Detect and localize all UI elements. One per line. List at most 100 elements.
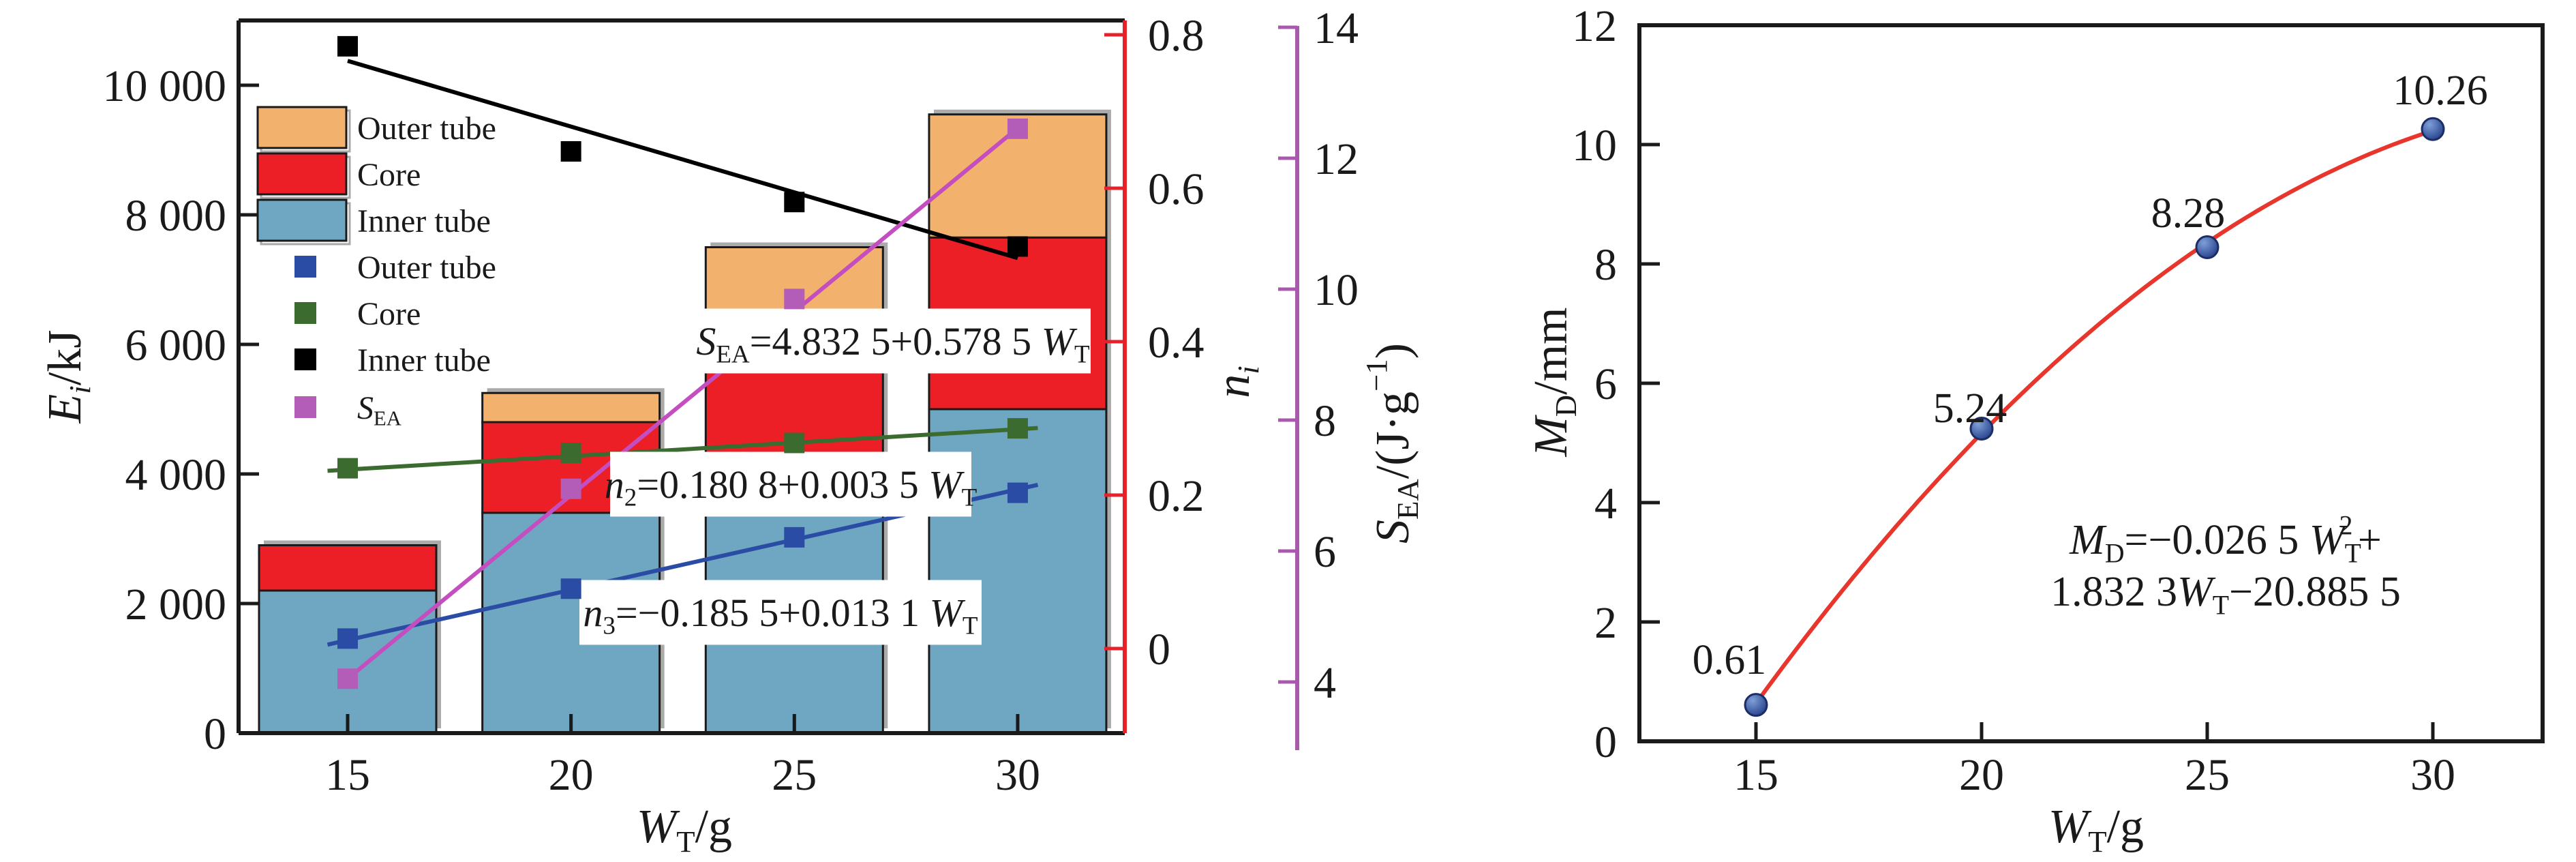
fit-curve <box>1747 130 2427 714</box>
right-x-tick-label: 30 <box>2410 750 2455 800</box>
marker-s_ea <box>560 478 581 499</box>
right-y-tick-label: 10 <box>1572 121 1617 170</box>
legend-item-label: Core <box>357 296 421 332</box>
left-chart: 0 2 000 4 000 6 000 8 000 10 000 15 20 25 30 0 0.2 0… <box>39 3 1425 859</box>
n-tick-label: 0 <box>1148 625 1170 674</box>
marker-s_ea <box>1007 118 1028 139</box>
e-tick-label: 8 000 <box>125 191 227 241</box>
x-tick-label: 15 <box>325 750 370 800</box>
legend-item-label: Core <box>357 157 421 193</box>
right-x-tick-label: 25 <box>2185 750 2230 800</box>
legend-bar-swatch <box>256 152 348 196</box>
marker-inner-tube <box>784 192 805 213</box>
right-y-tick-label: 8 <box>1594 240 1617 290</box>
legend-bar-swatch <box>256 106 348 149</box>
left-x-axis-title: WT/g <box>637 801 732 859</box>
s-tick-label: 14 <box>1314 3 1359 53</box>
right-equation-line-2: 1.832 3WT−20.885 5 <box>2050 569 2401 620</box>
x-tick-label: 25 <box>772 750 817 800</box>
e-tick-label: 4 000 <box>125 450 227 500</box>
marker-s_ea <box>784 288 805 310</box>
equation-text-0: SEA=4.832 5+0.578 5 WT <box>696 319 1090 369</box>
equation-text-2: n3=−0.185 5+0.013 1 WT <box>583 591 978 640</box>
equation-box <box>695 308 1091 374</box>
bar-segment-outer-tube <box>481 391 661 423</box>
s-tick-label: 4 <box>1314 658 1336 708</box>
n-tick-label: 0.8 <box>1148 11 1204 61</box>
data-point <box>2421 117 2445 141</box>
fit-line-s_ea <box>346 126 1019 681</box>
equation-text-1: n2=0.180 8+0.003 5 WT <box>605 462 978 512</box>
right-y-tick-label: 0 <box>1594 717 1617 767</box>
data-point <box>1969 417 1994 441</box>
legend-marker-swatch <box>294 256 316 278</box>
legend-item-label: Inner tube <box>357 342 491 378</box>
right-x-axis-title: WT/g <box>2048 801 2144 859</box>
data-point-label: 0.61 <box>1693 637 1767 683</box>
fit-line-inner-tube <box>347 59 1018 261</box>
s-tick-label: 6 <box>1314 527 1336 577</box>
marker-outer-tube <box>560 578 581 599</box>
n-axis-title: ni <box>1207 366 1265 398</box>
right-chart: 0 2 4 6 8 10 12 15 20 25 30 MD/mm WT/g 0.61 5.24 8.28 10… <box>1525 1 2545 859</box>
equation-box <box>579 580 982 645</box>
s-tick-label: 8 <box>1314 396 1336 446</box>
legend-marker-swatch <box>294 348 316 370</box>
legend-item-label: SEA <box>357 390 401 430</box>
right-y-tick-label: 12 <box>1572 1 1617 51</box>
e-tick-label: 0 <box>204 709 226 759</box>
e-axis-title: Ei/kJ <box>39 330 97 424</box>
right-y-tick-label: 4 <box>1594 479 1617 529</box>
marker-s_ea <box>337 668 358 689</box>
bar-segment-core <box>258 544 438 592</box>
s-axis-title: SEA/(J·g−1) <box>1359 343 1425 544</box>
marker-core <box>784 432 805 454</box>
legend-bar-swatch <box>256 198 348 242</box>
legend-marker-swatch <box>294 302 316 324</box>
e-tick-label: 2 000 <box>125 580 227 629</box>
marker-inner-tube <box>337 35 358 57</box>
legend-item-label: Inner tube <box>357 203 491 239</box>
left-axes: 0 2 000 4 000 6 000 8 000 10 000 15 20 25 30 0 0.2 0… <box>39 3 1425 859</box>
data-point-label: 8.28 <box>2151 190 2226 237</box>
marker-core <box>337 458 358 479</box>
right-equation-line-1: MD=−0.026 5 WT2 + <box>2069 511 2382 569</box>
right-y-axis-title: MD/mm <box>1525 307 1583 457</box>
legend-marker-swatch <box>294 396 316 418</box>
data-point-label: 5.24 <box>1933 385 2007 432</box>
s-tick-label: 10 <box>1314 265 1359 315</box>
marker-core <box>560 443 581 464</box>
e-tick-label: 6 000 <box>125 321 227 370</box>
legend-item-label: Outer tube <box>357 250 496 286</box>
right-x-tick-label: 15 <box>1733 750 1778 800</box>
legend-item-label: Outer tube <box>357 110 496 147</box>
marker-core <box>1007 418 1028 439</box>
scatter-markers <box>337 35 1028 689</box>
n-tick-label: 0.2 <box>1148 471 1204 521</box>
right-plot-frame <box>1637 23 2545 743</box>
marker-outer-tube <box>337 628 358 649</box>
fit-line-core <box>327 426 1038 473</box>
bar-segment-inner-tube <box>258 589 438 734</box>
equation-box <box>610 451 971 517</box>
marker-outer-tube <box>784 526 805 548</box>
right-y-tick-label: 2 <box>1594 598 1617 648</box>
n-tick-label: 0.4 <box>1148 318 1204 368</box>
data-point <box>2195 235 2219 259</box>
marker-inner-tube <box>1007 236 1028 257</box>
s-tick-label: 12 <box>1314 134 1359 184</box>
right-y-tick-label: 6 <box>1594 359 1617 409</box>
marker-inner-tube <box>560 141 581 162</box>
e-tick-label: 10 000 <box>103 61 227 111</box>
equation-annotations: SEA=4.832 5+0.578 5 WT n2=0.180 8+0.003 5… <box>579 308 1091 645</box>
n-tick-label: 0.6 <box>1148 164 1204 214</box>
marker-outer-tube <box>1007 482 1028 503</box>
x-tick-label: 20 <box>549 750 594 800</box>
data-point <box>1744 693 1768 717</box>
legend: Outer tube Core Inner tube Outer tube Core In… <box>256 106 496 430</box>
right-x-tick-label: 20 <box>1959 750 2004 800</box>
data-point-label: 10.26 <box>2393 68 2488 114</box>
x-tick-label: 30 <box>995 750 1040 800</box>
